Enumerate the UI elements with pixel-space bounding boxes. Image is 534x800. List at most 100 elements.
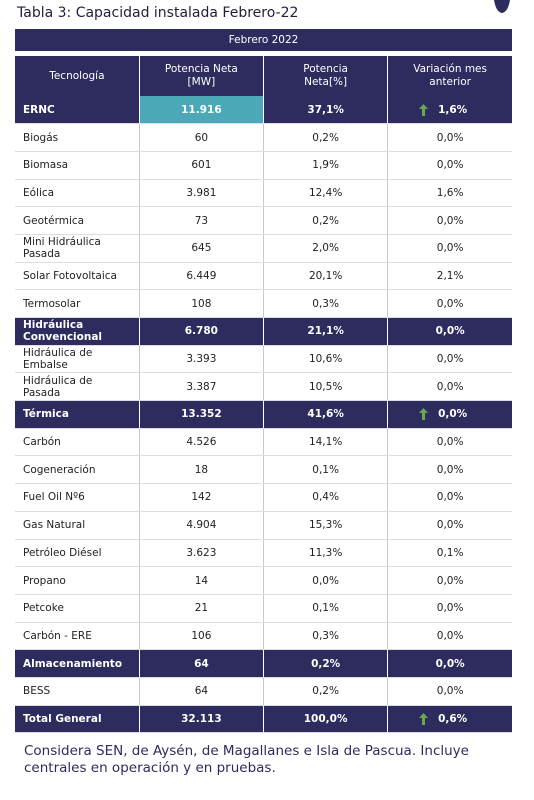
summary-row: Térmica 13.352 41,6% 0,0%	[15, 400, 512, 429]
item-name: Cogeneración	[15, 455, 140, 485]
item-name: Biogás	[15, 123, 140, 152]
item-row: Hidráulica de Embalse 3.393 10,6% 0,0%	[15, 345, 512, 374]
item-value: 0,3%	[263, 289, 389, 318]
column-header: Potencia Neta[%]	[263, 53, 389, 96]
item-value: 10,5%	[263, 372, 389, 402]
item-row: Biogás 60 0,2% 0,0%	[15, 123, 512, 152]
item-value: 0,0%	[387, 428, 512, 457]
column-header: Tecnología	[15, 53, 140, 96]
item-value: 0,0%	[387, 622, 512, 651]
item-value: 64	[139, 677, 265, 706]
group-value: 0,2%	[263, 649, 389, 678]
cell-text: 13.352	[181, 408, 222, 421]
cell-text: Hidráulica Convencional	[23, 319, 103, 344]
cell-text: 64	[194, 657, 209, 670]
item-row: Geotérmica 73 0,2% 0,0%	[15, 206, 512, 235]
item-value: 0,2%	[263, 123, 389, 152]
item-value: 0,1%	[263, 594, 389, 623]
item-value: 0,0%	[387, 483, 512, 512]
group-value: 41,6%	[263, 400, 389, 429]
summary-row: ERNC 11.916 37,1% 1,6%	[15, 96, 512, 125]
item-value: 21	[139, 594, 265, 623]
item-value: 6.449	[139, 262, 265, 291]
item-value: 3.387	[139, 372, 265, 402]
item-name: Gas Natural	[15, 511, 140, 540]
item-value: 3.393	[139, 345, 265, 374]
cell-text: 0,6%	[438, 712, 468, 725]
group-value: 21,1%	[263, 317, 389, 346]
item-row: Eólica 3.981 12,4% 1,6%	[15, 179, 512, 208]
item-name: Solar Fotovoltaica	[15, 262, 140, 291]
item-row: Cogeneración 18 0,1% 0,0%	[15, 455, 512, 485]
item-value: 4.526	[139, 428, 265, 457]
item-value: 0,2%	[263, 206, 389, 235]
item-value: 0,2%	[263, 677, 389, 706]
item-value: 10,6%	[263, 345, 389, 374]
item-name: Carbón	[15, 428, 140, 457]
item-value: 3.623	[139, 539, 265, 568]
item-value: 1,9%	[263, 151, 389, 180]
group-value: 32.113	[139, 705, 265, 734]
item-value: 106	[139, 622, 265, 651]
item-name: Petcoke	[15, 594, 140, 623]
badge	[494, 0, 510, 13]
group-value: 0,0%	[387, 317, 512, 346]
item-name: Hidráulica de Pasada	[15, 372, 140, 402]
item-value: 0,0%	[387, 372, 512, 402]
item-value: 0,4%	[263, 483, 389, 512]
period-row: Febrero 2022	[15, 29, 512, 56]
item-value: 2,1%	[387, 262, 512, 291]
item-value: 0,0%	[387, 566, 512, 595]
item-value: 0,0%	[263, 566, 389, 595]
item-row: Propano 14 0,0% 0,0%	[15, 566, 512, 595]
up-arrow	[419, 103, 429, 116]
item-value: 0,1%	[263, 455, 389, 485]
group-name: Almacenamiento	[15, 649, 140, 678]
item-row: Mini Hidráulica Pasada 645 2,0% 0,0%	[15, 234, 512, 263]
item-value: 4.904	[139, 511, 265, 540]
item-name: Fuel Oil Nº6	[15, 483, 140, 512]
item-value: 0,0%	[387, 289, 512, 318]
item-value: 108	[139, 289, 265, 318]
item-value: 20,1%	[263, 262, 389, 291]
item-row: Biomasa 601 1,9% 0,0%	[15, 151, 512, 180]
item-value: 1,6%	[387, 179, 512, 208]
item-value: 0,0%	[387, 123, 512, 152]
period: Febrero 2022	[15, 29, 512, 56]
item-value: 0,0%	[387, 206, 512, 235]
item-row: Termosolar 108 0,3% 0,0%	[15, 289, 512, 318]
item-name: Geotérmica	[15, 206, 140, 235]
item-row: Solar Fotovoltaica 6.449 20,1% 2,1%	[15, 262, 512, 291]
item-name: Propano	[15, 566, 140, 595]
item-value: 11,3%	[263, 539, 389, 568]
item-value: 0,3%	[263, 622, 389, 651]
item-value: 0,0%	[387, 151, 512, 180]
item-value: 0,0%	[387, 234, 512, 263]
item-row: Hidráulica de Pasada 3.387 10,5% 0,0%	[15, 372, 512, 402]
cell-text: 21,1%	[307, 325, 344, 338]
item-value: 645	[139, 234, 265, 263]
item-row: Gas Natural 4.904 15,3% 0,0%	[15, 511, 512, 540]
item-value: 0,0%	[387, 345, 512, 374]
group-value: 100,0%	[263, 705, 389, 734]
group-value: 37,1%	[263, 96, 389, 125]
group-value: 0,0%	[387, 649, 512, 678]
item-value: 0,0%	[387, 511, 512, 540]
item-name: Biomasa	[15, 151, 140, 180]
item-value: 0,0%	[387, 677, 512, 706]
item-row: Petcoke 21 0,1% 0,0%	[15, 594, 512, 623]
item-value: 14,1%	[263, 428, 389, 457]
item-name: Hidráulica de Embalse	[15, 345, 140, 374]
item-value: 601	[139, 151, 265, 180]
item-name: Eólica	[15, 179, 140, 208]
group-value: 0,0%	[387, 400, 512, 429]
item-row: Fuel Oil Nº6 142 0,4% 0,0%	[15, 483, 512, 512]
item-name: Termosolar	[15, 289, 140, 318]
item-value: 73	[139, 206, 265, 235]
column-header: Potencia Neta [MW]	[139, 53, 265, 96]
item-name: BESS	[15, 677, 140, 706]
item-row: Petróleo Diésel 3.623 11,3% 0,1%	[15, 539, 512, 568]
up-arrow	[419, 712, 429, 725]
group-value: 0,6%	[387, 705, 512, 734]
header-row: Tecnología Potencia Neta [MW] Potencia N…	[15, 53, 512, 96]
